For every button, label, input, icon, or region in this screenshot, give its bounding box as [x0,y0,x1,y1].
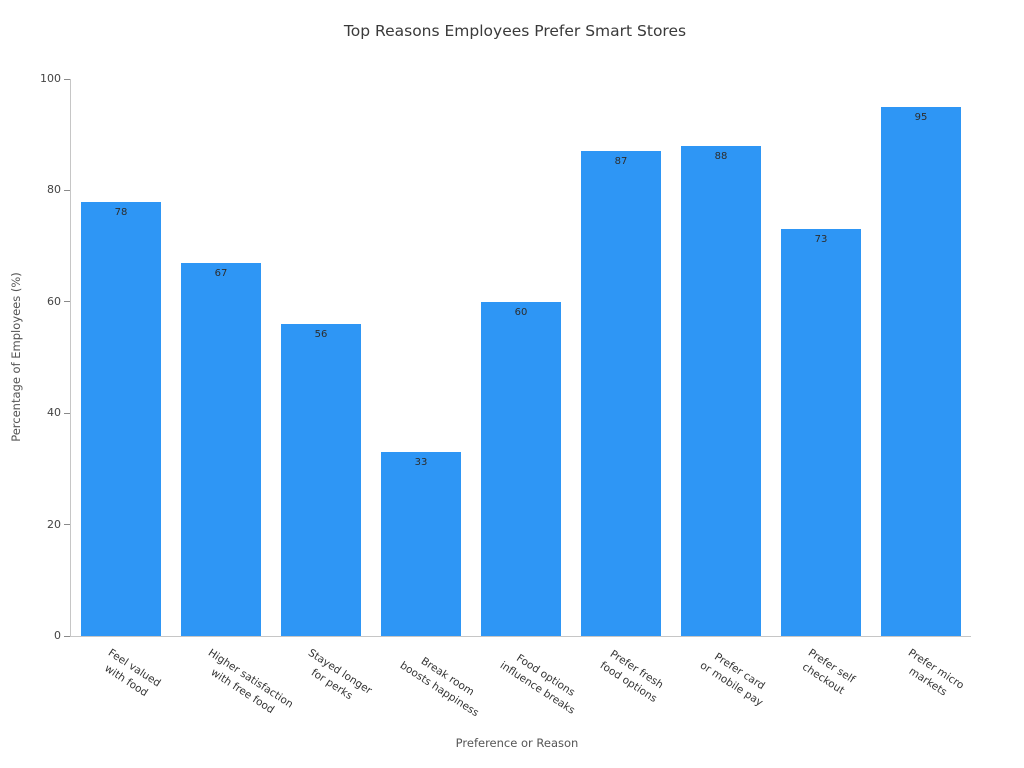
x-tick-label: Break room boosts happiness [397,655,482,719]
bar-value-label: 87 [614,156,628,168]
bar: 67 [181,262,261,636]
bar-value-label: 95 [914,111,928,123]
bar: 87 [581,151,661,636]
y-tick-label: 60 [47,294,61,308]
x-tick-label: Prefer self checkout [800,646,857,697]
bar-value-label: 67 [214,267,228,279]
bar-value-label: 60 [514,306,528,318]
bar-value-label: 56 [314,329,328,341]
y-tick-mark [64,635,70,637]
bar: 88 [681,145,761,636]
bar: 56 [281,324,361,636]
bar-value-label: 73 [814,234,828,246]
y-tick-mark [64,524,70,526]
x-axis-label: Preference or Reason [455,736,579,750]
bar-value-label: 33 [414,457,428,469]
y-axis-label: Percentage of Employees (%) [9,272,23,442]
chart-title: Top Reasons Employees Prefer Smart Store… [343,22,687,40]
y-tick-mark [64,78,70,80]
x-tick-label: Stayed longer for perks [305,646,374,702]
x-tick-label: Prefer fresh food options [597,648,666,705]
y-tick-label: 100 [40,72,61,85]
bar: 60 [481,301,561,636]
y-tick-mark [64,412,70,414]
bar-value-label: 78 [114,206,128,218]
bar: 73 [781,229,861,636]
bar: 95 [881,106,961,636]
x-tick-label: Food options influence breaks [497,652,578,717]
y-tick-mark [64,189,70,191]
y-tick-label: 40 [47,406,61,420]
y-tick-label: 20 [47,517,61,531]
x-tick-label: Higher satisfaction with free food [205,646,296,716]
x-tick-label: Prefer card or mobile pay [697,650,767,709]
y-tick-label: 80 [47,183,61,197]
y-tick-label: 0 [54,629,61,642]
x-tick-label: Prefer micro markets [905,646,967,699]
x-tick-label: Feel valued with food [102,646,163,699]
plot-area: 0 20 40 60 80 100 78 Feel valued with food 67 Hig… [40,72,971,719]
bar: 78 [81,201,161,636]
bar: 33 [381,452,461,636]
y-tick-mark [64,301,70,303]
bar-value-label: 88 [714,150,728,162]
